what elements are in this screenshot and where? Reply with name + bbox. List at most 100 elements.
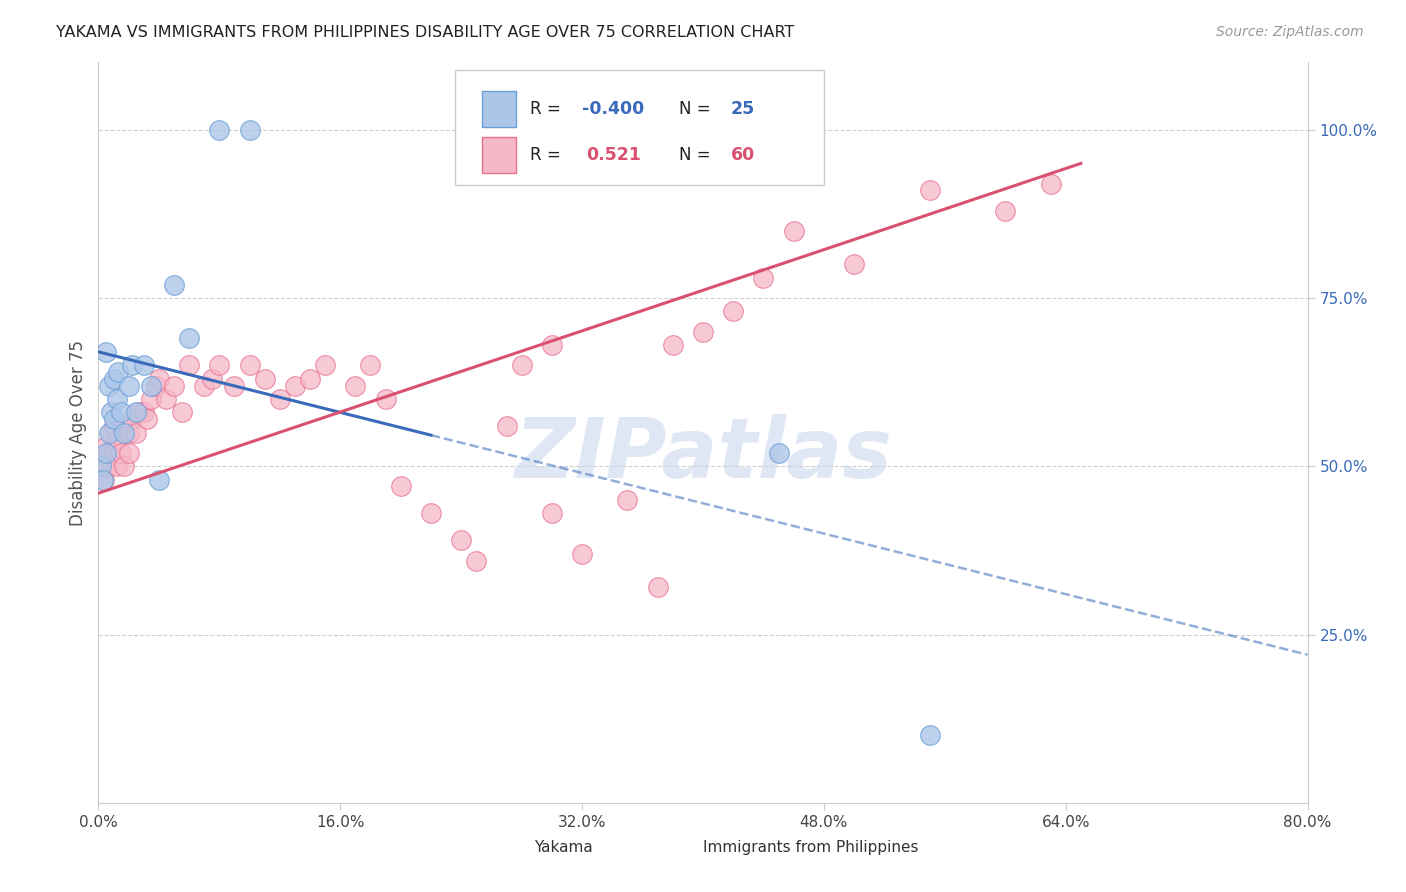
Bar: [482, 92, 516, 127]
Point: [112, 425, 135, 440]
Point: [145, 378, 167, 392]
Point: [107, 433, 129, 447]
Point: [768, 446, 790, 460]
FancyBboxPatch shape: [456, 70, 824, 185]
Point: [253, 372, 276, 386]
Point: [132, 405, 155, 419]
Point: [647, 581, 669, 595]
Point: [135, 412, 157, 426]
Bar: [666, 833, 693, 862]
Point: [208, 359, 231, 373]
Point: [94, 344, 117, 359]
Point: [110, 405, 132, 419]
Point: [98, 378, 121, 392]
Point: [141, 378, 163, 392]
Point: [155, 392, 177, 406]
Point: [94, 439, 117, 453]
Point: [118, 378, 141, 392]
Point: [132, 359, 155, 373]
Point: [148, 473, 170, 487]
Text: 0.521: 0.521: [586, 146, 641, 164]
Point: [141, 392, 163, 406]
Point: [110, 446, 132, 460]
Point: [112, 459, 135, 474]
Point: [103, 372, 125, 386]
Point: [179, 359, 201, 373]
Text: Immigrants from Philippines: Immigrants from Philippines: [703, 839, 918, 855]
Point: [179, 331, 201, 345]
Point: [193, 378, 215, 392]
Text: N =: N =: [679, 146, 716, 164]
Point: [692, 325, 714, 339]
Point: [450, 533, 472, 548]
Point: [420, 507, 443, 521]
Text: R =: R =: [530, 146, 567, 164]
Point: [661, 338, 683, 352]
Point: [94, 446, 117, 460]
Point: [360, 359, 382, 373]
Point: [100, 425, 122, 440]
Bar: [482, 137, 516, 173]
Point: [121, 359, 143, 373]
Point: [465, 553, 488, 567]
Point: [918, 183, 941, 197]
Point: [91, 473, 114, 487]
Point: [98, 425, 121, 440]
Point: [107, 365, 129, 379]
Point: [118, 425, 141, 440]
Point: [125, 425, 148, 440]
Point: [103, 412, 125, 426]
Point: [103, 446, 125, 460]
Point: [269, 392, 291, 406]
Point: [540, 507, 562, 521]
Point: [208, 122, 231, 136]
Point: [224, 378, 246, 392]
Point: [105, 392, 128, 406]
Point: [90, 459, 112, 474]
Point: [571, 547, 593, 561]
Bar: [498, 833, 524, 862]
Text: ZIPatlas: ZIPatlas: [515, 414, 891, 495]
Point: [163, 378, 186, 392]
Point: [121, 412, 143, 426]
Point: [128, 405, 150, 419]
Text: Source: ZipAtlas.com: Source: ZipAtlas.com: [1216, 25, 1364, 39]
Text: N =: N =: [679, 100, 716, 119]
Y-axis label: Disability Age Over 75: Disability Age Over 75: [69, 340, 87, 525]
Text: -0.400: -0.400: [582, 100, 644, 119]
Point: [994, 203, 1017, 218]
Point: [125, 405, 148, 419]
Text: 25: 25: [731, 100, 755, 119]
Point: [96, 459, 118, 474]
Text: R =: R =: [530, 100, 567, 119]
Text: 60: 60: [731, 146, 755, 164]
Point: [314, 359, 336, 373]
Point: [284, 378, 307, 392]
Point: [91, 459, 114, 474]
Point: [111, 418, 134, 433]
Point: [616, 492, 638, 507]
Point: [98, 446, 121, 460]
Text: YAKAMA VS IMMIGRANTS FROM PHILIPPINES DISABILITY AGE OVER 75 CORRELATION CHART: YAKAMA VS IMMIGRANTS FROM PHILIPPINES DI…: [56, 25, 794, 40]
Point: [105, 459, 128, 474]
Point: [100, 405, 122, 419]
Point: [239, 359, 262, 373]
Point: [723, 304, 745, 318]
Point: [163, 277, 186, 292]
Point: [752, 270, 775, 285]
Point: [510, 359, 533, 373]
Point: [118, 446, 141, 460]
Point: [389, 479, 412, 493]
Point: [540, 338, 562, 352]
Point: [844, 257, 866, 271]
Point: [1039, 177, 1062, 191]
Point: [148, 372, 170, 386]
Point: [374, 392, 396, 406]
Point: [299, 372, 322, 386]
Point: [103, 418, 125, 433]
Point: [344, 378, 367, 392]
Point: [783, 224, 806, 238]
Point: [170, 405, 193, 419]
Point: [918, 729, 941, 743]
Text: Yakama: Yakama: [534, 839, 592, 855]
